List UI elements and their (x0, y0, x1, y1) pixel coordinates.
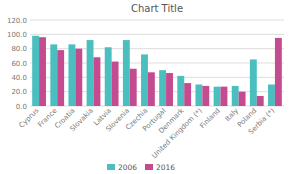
bar (232, 86, 239, 106)
bar (130, 69, 137, 106)
title: Chart Title (131, 3, 183, 14)
bar (166, 73, 173, 106)
bar (214, 87, 221, 106)
bar (275, 38, 282, 106)
grid (30, 20, 284, 106)
bar (112, 62, 119, 106)
bar (239, 92, 246, 106)
x-tick-label: Finland (199, 107, 222, 130)
bar (94, 57, 101, 106)
bar (159, 70, 166, 106)
bar (148, 72, 155, 106)
bar (57, 50, 64, 106)
bar (177, 76, 184, 106)
bar (184, 83, 191, 106)
bar (268, 85, 275, 107)
grid-line (30, 106, 284, 107)
bar (123, 40, 130, 106)
x-tick-label: Slovakia (68, 107, 94, 133)
y-tick-label: 60.0 (11, 60, 27, 68)
grid-line (30, 91, 284, 92)
y-tick-label: 40.0 (11, 74, 27, 82)
bar (32, 36, 39, 106)
y-tick-label: 80.0 (11, 45, 27, 53)
y-tick-label: 120.0 (7, 17, 27, 25)
y-tick-label: 100.0 (7, 31, 27, 39)
grid-line (30, 48, 284, 49)
x-tick-label: Cyprus (18, 107, 41, 130)
y-tick-label: 0.0 (16, 103, 27, 111)
grid-line (30, 77, 284, 78)
bar (105, 47, 112, 106)
bar (141, 54, 148, 106)
grid-line (30, 20, 284, 21)
bar (202, 86, 209, 106)
bar (221, 87, 228, 106)
bar (68, 44, 75, 106)
grid-line (30, 34, 284, 35)
legend-swatch (145, 164, 153, 170)
x-tick-label: United Kingdom (*) (150, 107, 203, 160)
y-tick-label: 20.0 (11, 88, 27, 96)
bar (87, 40, 94, 106)
legend-swatch (107, 164, 115, 170)
bar (75, 49, 82, 106)
bar (250, 59, 257, 106)
bar (50, 44, 57, 106)
grid-line (30, 63, 284, 64)
legend: 2006 2016 (107, 163, 175, 172)
legend-label: 2006 (118, 163, 137, 172)
legend-label: 2016 (156, 163, 175, 172)
bars (32, 36, 282, 106)
bar (257, 96, 264, 106)
bar (39, 37, 46, 106)
chart: Chart Title 0.0 20.0 40.0 60.0 80.0 100.0 120.0… (0, 0, 290, 174)
x-tick-label: Serbia (*) (247, 107, 277, 137)
bar (195, 85, 202, 107)
